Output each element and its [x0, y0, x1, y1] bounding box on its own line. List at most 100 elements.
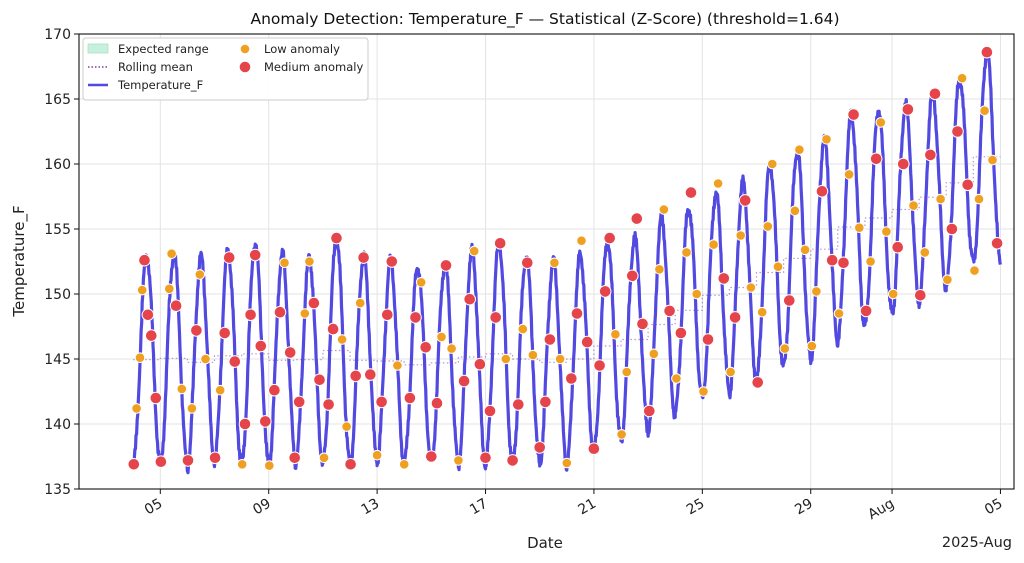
medium-anomaly-point — [259, 415, 272, 428]
medium-anomaly-point — [717, 272, 731, 285]
medium-anomaly-point — [409, 311, 422, 324]
medium-anomaly-point — [598, 285, 612, 298]
medium-anomaly-point — [603, 231, 617, 245]
low-anomaly-point — [576, 235, 587, 246]
y-tick-label: 170 — [44, 27, 71, 43]
medium-anomaly-point — [169, 299, 183, 313]
low-anomaly-point — [549, 257, 560, 269]
low-anomaly-point — [969, 265, 980, 276]
low-anomaly-point — [756, 306, 768, 318]
low-anomaly-point — [214, 384, 226, 396]
low-anomaly-point — [833, 308, 845, 319]
medium-anomaly-point — [344, 458, 357, 471]
low-anomaly-point — [691, 288, 703, 300]
medium-anomaly-point — [914, 289, 927, 302]
medium-anomaly-point — [313, 373, 326, 387]
medium-anomaly-point — [521, 256, 534, 270]
medium-anomaly-point — [385, 255, 399, 268]
medium-anomaly-point — [751, 376, 765, 389]
low-anomaly-point — [725, 366, 736, 378]
low-anomaly-point — [279, 257, 290, 269]
medium-anomaly-point — [506, 454, 519, 467]
low-anomaly-point — [164, 283, 175, 295]
medium-anomaly-point — [244, 308, 257, 322]
low-anomaly-point — [979, 105, 990, 116]
medium-anomaly-point — [587, 442, 601, 456]
y-axis-ticks: 135 140 145 150 155 160 165 170 — [44, 27, 79, 498]
x-offset-label: 2025-Aug — [942, 535, 1012, 551]
medium-anomaly-point — [330, 231, 343, 245]
anomaly-points — [127, 45, 1004, 471]
medium-anomaly-point — [181, 454, 195, 467]
medium-anomaly-point — [145, 329, 158, 342]
medium-anomaly-point — [924, 148, 937, 162]
low-anomaly-point — [446, 343, 457, 354]
low-anomaly-point — [671, 373, 682, 384]
legend-medium-anomaly-marker — [238, 60, 252, 74]
medium-anomaly-point — [990, 237, 1004, 250]
low-anomaly-point — [336, 334, 348, 345]
legend-box — [82, 37, 369, 101]
low-anomaly-point — [681, 247, 692, 258]
medium-anomaly-point — [222, 251, 236, 264]
low-anomaly-point — [621, 366, 633, 378]
medium-anomaly-point — [254, 339, 268, 353]
low-anomaly-point — [881, 226, 892, 237]
legend-label-rolling-mean: Rolling mean — [118, 60, 193, 74]
medium-anomaly-point — [980, 45, 994, 59]
low-anomaly-point — [843, 169, 855, 180]
medium-anomaly-point — [580, 335, 594, 349]
medium-anomaly-point — [728, 311, 742, 324]
medium-anomaly-point — [190, 324, 203, 337]
low-anomaly-point — [304, 256, 315, 267]
medium-anomaly-point — [897, 157, 910, 171]
medium-anomaly-point — [326, 322, 340, 336]
low-anomaly-point — [500, 353, 512, 365]
x-tick-label: 21 — [575, 496, 598, 519]
low-anomaly-point — [186, 403, 198, 414]
medium-anomaly-point — [636, 317, 649, 331]
low-anomaly-point — [398, 459, 410, 470]
medium-anomaly-point — [945, 222, 959, 236]
medium-anomaly-point — [457, 374, 471, 388]
y-tick-label: 165 — [44, 92, 71, 108]
low-anomaly-point — [264, 460, 275, 471]
medium-anomaly-point — [218, 326, 231, 340]
medium-anomaly-point — [208, 451, 222, 465]
medium-anomaly-point — [533, 441, 547, 454]
y-tick-label: 145 — [44, 352, 71, 368]
low-anomaly-point — [200, 353, 211, 365]
medium-anomaly-point — [364, 368, 377, 381]
low-anomaly-point — [806, 340, 818, 352]
medium-anomaly-point — [357, 251, 370, 264]
y-tick-label: 135 — [44, 482, 71, 498]
low-anomaly-point — [821, 134, 832, 145]
low-anomaly-point — [194, 269, 206, 280]
medium-anomaly-point — [483, 404, 497, 418]
legend-low-anomaly-marker — [239, 43, 251, 55]
low-anomaly-point — [779, 343, 791, 354]
low-anomaly-point — [136, 284, 148, 296]
low-anomaly-point — [767, 158, 778, 170]
medium-anomaly-point — [701, 333, 715, 346]
low-anomaly-point — [517, 323, 529, 335]
low-anomaly-point — [131, 403, 142, 414]
legend: Expected range Rolling mean Temperature_… — [82, 37, 369, 101]
medium-anomaly-point — [901, 103, 915, 116]
medium-anomaly-point — [951, 125, 964, 138]
y-tick-label: 140 — [44, 417, 71, 433]
legend-label-expected-range: Expected range — [118, 42, 209, 56]
medium-anomaly-point — [425, 450, 438, 463]
low-anomaly-point — [176, 383, 188, 395]
low-anomaly-point — [554, 353, 566, 365]
y-tick-label: 150 — [44, 287, 71, 303]
medium-anomaly-point — [684, 186, 698, 199]
low-anomaly-point — [919, 247, 931, 258]
x-tick-label: 05 — [982, 496, 1005, 519]
medium-anomaly-point — [783, 294, 796, 307]
legend-label-temperature: Temperature_F — [117, 78, 203, 92]
low-anomaly-point — [811, 286, 822, 297]
low-anomaly-point — [789, 205, 801, 217]
low-anomaly-point — [354, 297, 366, 309]
